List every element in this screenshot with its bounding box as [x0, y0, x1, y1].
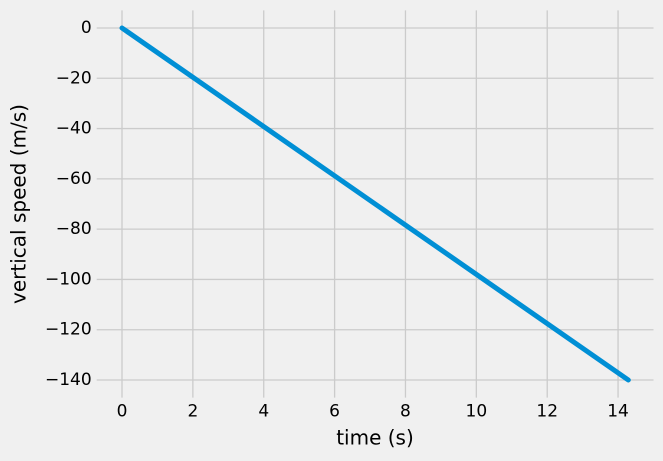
x-tick-label: 4: [258, 402, 269, 422]
y-tick-label: −20: [56, 68, 92, 88]
y-tick-label: −140: [45, 370, 92, 390]
x-tick-label: 14: [607, 402, 629, 422]
x-axis-label: time (s): [336, 426, 414, 450]
y-tick-label: −40: [56, 119, 92, 139]
x-tick-label: 10: [466, 402, 488, 422]
x-tick-label: 12: [536, 402, 558, 422]
x-tick-label: 2: [187, 402, 198, 422]
y-tick-label: 0: [81, 18, 92, 38]
x-tick-label: 8: [400, 402, 411, 422]
y-tick-label: −80: [56, 219, 92, 239]
x-tick-label: 0: [117, 402, 128, 422]
x-tick-label: 6: [329, 402, 340, 422]
y-axis-label: vertical speed (m/s): [7, 104, 31, 304]
data-line: [119, 25, 631, 383]
y-tick-label: −100: [45, 269, 92, 289]
y-tick-label: −120: [45, 320, 92, 340]
y-tick-label: −60: [56, 169, 92, 189]
